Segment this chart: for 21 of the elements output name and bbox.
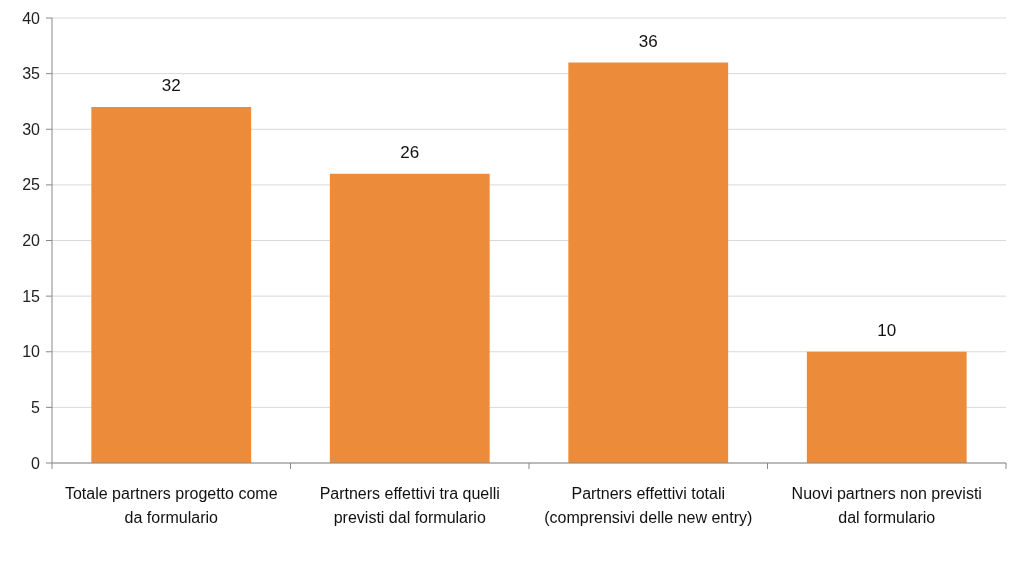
x-tick-label: Partners effettivi totali (comprensivi delle new entry) bbox=[544, 485, 753, 526]
data-label: 32 bbox=[161, 76, 181, 95]
x-tick-label: Totale partners progetto come da formulario bbox=[64, 485, 278, 526]
bar bbox=[568, 62, 729, 463]
y-tick-label: 5 bbox=[31, 398, 41, 416]
x-tick-label: Partners effettivi tra quelli previsti dal formulario bbox=[319, 485, 500, 526]
y-tick-label: 25 bbox=[22, 176, 41, 194]
data-label: 26 bbox=[400, 142, 420, 162]
y-tick-label: 10 bbox=[22, 343, 41, 361]
data-label: 10 bbox=[877, 320, 897, 340]
bar bbox=[806, 351, 967, 463]
y-tick-label: 30 bbox=[22, 120, 41, 138]
bar bbox=[329, 173, 490, 463]
y-tick-label: 40 bbox=[22, 9, 41, 27]
bar bbox=[91, 107, 252, 463]
y-tick-label: 0 bbox=[31, 454, 41, 472]
x-tick-label: Nuovi partners non previsti dal formulario bbox=[791, 485, 982, 526]
y-tick-label: 35 bbox=[22, 65, 41, 83]
y-tick-label: 15 bbox=[22, 287, 41, 305]
y-tick-label: 20 bbox=[22, 232, 41, 250]
data-label: 36 bbox=[638, 31, 658, 51]
